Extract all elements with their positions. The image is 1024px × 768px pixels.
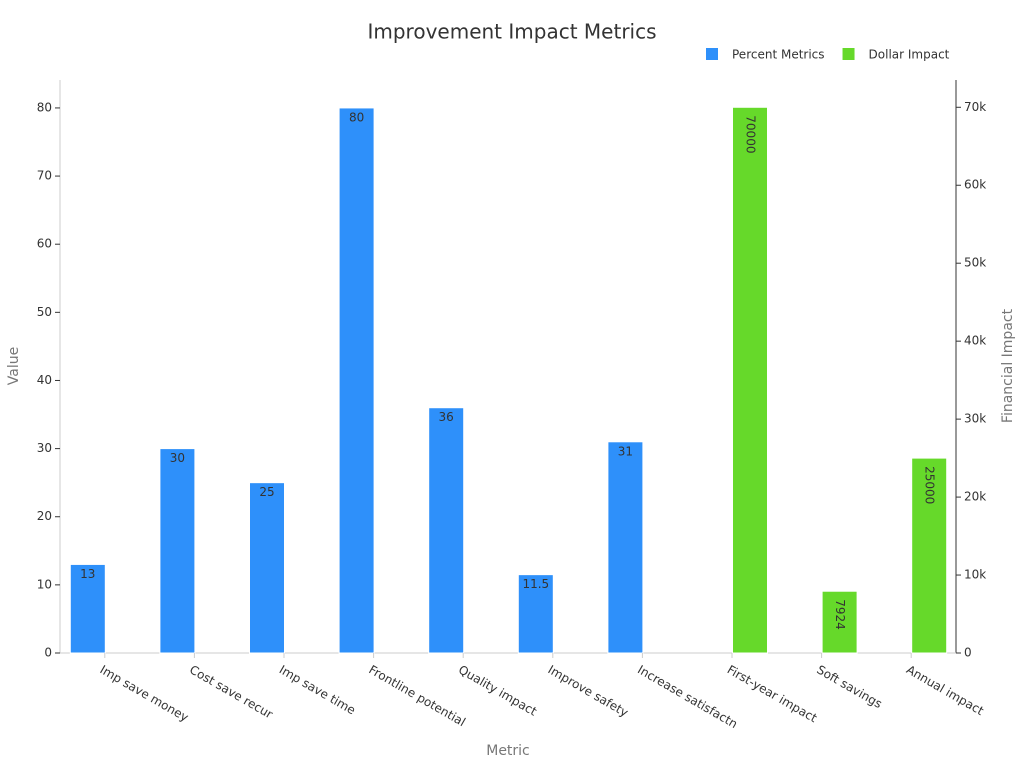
y-tick-label: 40 [37,373,52,387]
y-tick-label: 60 [37,237,52,251]
bar [517,574,554,654]
value-label: 30 [170,451,185,465]
legend-swatch [842,48,855,60]
y2-tick-label: 50k [964,256,986,270]
y2-tick-label: 20k [964,490,986,504]
chart-title: Improvement Impact Metrics [367,20,656,44]
y-tick-label: 0 [44,646,52,660]
y-axis-title: Value [6,347,22,385]
value-label: 80 [349,110,364,124]
y2-tick-label: 30k [964,412,986,426]
y2-tick-label: 10k [964,568,986,582]
y2-tick-label: 0 [964,646,972,660]
x-tick-label: Quality impact [456,663,539,719]
y-tick-label: 50 [37,305,52,319]
value-label: 36 [439,410,454,424]
y-tick-label: 20 [37,509,52,523]
x-tick-label: Soft savings [814,663,884,712]
x-tick-label: Imp save money [98,663,191,725]
bar [732,106,768,654]
x-tick-label: Frontline potential [366,663,468,730]
bar [821,590,858,654]
y-tick-label: 30 [37,441,52,455]
x-tick-label: Increase satisfactn [635,663,740,732]
bar [69,563,106,654]
value-label: 25 [259,485,274,499]
y-tick-label: 10 [37,577,52,591]
bar [338,107,375,654]
legend-label: Percent Metrics [732,48,825,62]
bar [159,448,196,654]
bar [911,457,948,654]
bar [249,482,285,654]
legend-label: Dollar Impact [869,48,950,62]
bar [607,441,644,654]
bar [428,407,465,654]
x-tick-label: Improve safety [546,663,631,720]
y2-axis-title: Financial Impact [1000,308,1016,423]
value-label: 11.5 [522,577,549,591]
value-label: 7924 [833,599,847,630]
value-label: 25000 [923,466,937,504]
y-tick-label: 70 [37,169,52,183]
x-axis-title: Metric [486,743,530,759]
x-tick-label: First-year impact [725,663,820,726]
y2-tick-label: 70k [964,100,986,114]
legend-swatch [706,48,718,60]
y-tick-label: 80 [37,100,52,114]
x-tick-label: Imp save time [277,663,358,718]
value-label: 31 [618,444,633,458]
value-label: 13 [80,567,95,581]
x-tick-label: Cost save recur [187,663,275,722]
y2-tick-label: 40k [964,334,986,348]
y2-tick-label: 60k [964,178,986,192]
x-tick-label: Annual impact [904,663,986,719]
value-label: 70000 [744,115,758,153]
